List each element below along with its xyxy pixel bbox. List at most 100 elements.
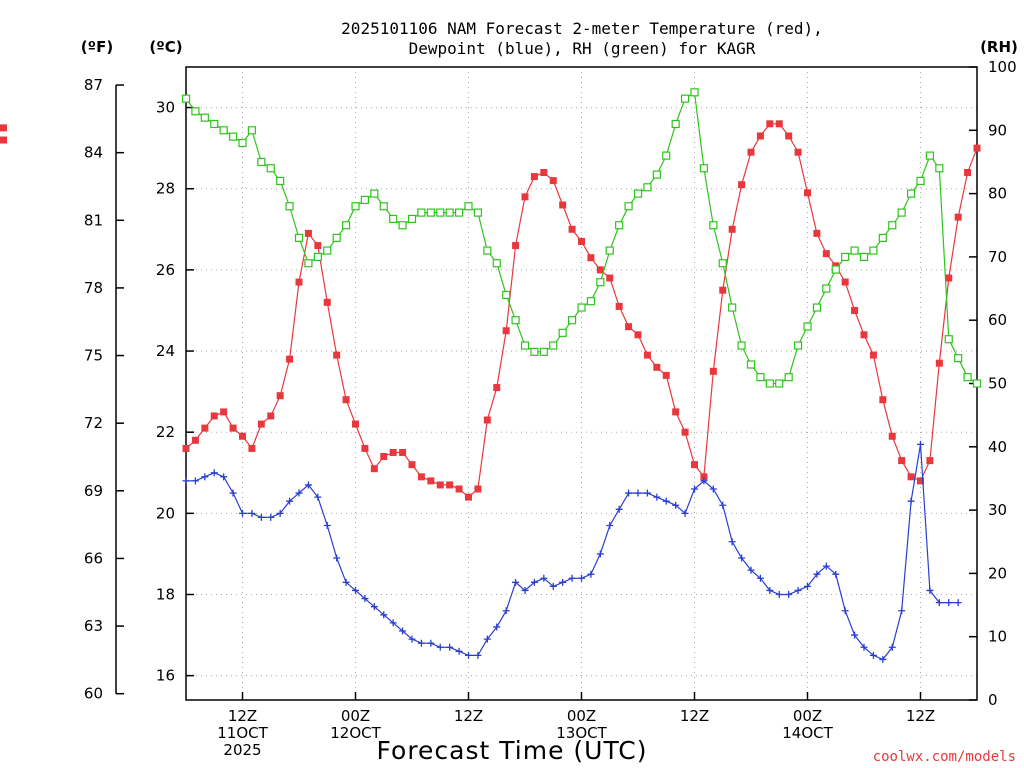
data-point xyxy=(267,412,275,420)
data-point xyxy=(191,436,199,444)
fahrenheit-tick-label: 75 xyxy=(84,347,103,365)
series-plus xyxy=(182,440,962,663)
data-point xyxy=(342,578,350,586)
data-point xyxy=(558,328,567,337)
data-point xyxy=(304,259,313,268)
data-point xyxy=(323,246,332,255)
data-point xyxy=(474,485,482,493)
data-point xyxy=(342,396,350,404)
data-point xyxy=(568,574,576,582)
rh-tick-label: 10 xyxy=(988,628,1007,646)
data-point xyxy=(408,635,416,643)
data-point xyxy=(859,252,869,261)
data-point xyxy=(521,586,529,594)
data-point xyxy=(916,176,925,186)
data-point xyxy=(182,477,190,485)
time-tick-label: 14OCT xyxy=(782,724,833,742)
data-point xyxy=(493,384,501,392)
data-point xyxy=(248,444,256,452)
data-point xyxy=(926,457,934,465)
data-point xyxy=(803,322,812,331)
rh-tick-label: 70 xyxy=(988,248,1007,266)
data-point xyxy=(860,643,868,651)
data-point xyxy=(605,246,614,255)
data-point xyxy=(662,371,670,379)
data-point xyxy=(399,448,407,456)
rh-tick-label: 20 xyxy=(988,564,1007,582)
data-point xyxy=(719,501,727,509)
data-point xyxy=(549,582,557,590)
grid-lines xyxy=(186,67,977,700)
data-point xyxy=(512,242,520,250)
data-point xyxy=(869,351,877,359)
data-point xyxy=(935,359,943,367)
data-point xyxy=(474,651,482,659)
data-point xyxy=(850,246,859,255)
celsius-axis-unit: (ºC) xyxy=(149,38,182,56)
data-point xyxy=(257,420,265,428)
data-point xyxy=(586,297,596,306)
data-point xyxy=(483,246,492,255)
data-point xyxy=(408,461,416,469)
data-point xyxy=(380,453,388,461)
data-point xyxy=(898,457,906,465)
data-point xyxy=(238,138,247,148)
rh-tick-label: 50 xyxy=(988,375,1007,393)
time-tick-label: 00Z xyxy=(793,707,822,725)
data-point xyxy=(925,151,935,160)
data-point xyxy=(492,259,501,268)
data-point xyxy=(606,522,614,530)
data-point xyxy=(746,360,756,369)
fahrenheit-tick-label: 69 xyxy=(84,482,103,500)
data-point xyxy=(332,233,341,243)
data-point xyxy=(559,578,567,586)
data-point xyxy=(718,259,727,268)
data-point xyxy=(512,578,520,586)
data-point xyxy=(239,432,246,440)
data-point xyxy=(888,221,897,230)
series-filled-square xyxy=(0,120,981,501)
data-point xyxy=(841,607,849,615)
rh-tick-label: 90 xyxy=(988,121,1007,139)
data-point xyxy=(417,639,425,647)
data-point xyxy=(822,562,830,570)
data-point xyxy=(917,477,924,485)
series-line xyxy=(186,444,959,661)
data-point xyxy=(333,554,341,562)
data-point xyxy=(361,595,369,603)
data-point xyxy=(182,444,190,452)
data-point xyxy=(633,189,643,198)
data-point xyxy=(257,157,266,167)
data-point xyxy=(483,416,491,424)
data-point xyxy=(606,274,614,282)
data-point xyxy=(314,493,322,501)
data-point xyxy=(370,603,378,611)
data-point xyxy=(333,351,341,359)
data-point xyxy=(549,341,558,350)
data-point xyxy=(898,607,906,615)
data-point xyxy=(454,208,464,217)
data-point xyxy=(427,477,435,485)
data-point xyxy=(201,473,209,481)
data-point xyxy=(765,379,774,388)
data-point xyxy=(785,591,793,598)
data-point xyxy=(972,379,982,388)
data-point xyxy=(248,509,256,517)
data-point xyxy=(813,570,821,578)
data-point xyxy=(446,643,454,651)
data-point xyxy=(201,424,209,432)
data-point xyxy=(662,497,670,505)
data-point xyxy=(399,627,407,635)
fahrenheit-tick-label: 72 xyxy=(84,414,103,432)
data-point xyxy=(728,303,737,312)
data-point xyxy=(257,513,265,521)
fahrenheit-tick-label: 84 xyxy=(84,144,103,162)
data-point xyxy=(784,373,793,382)
data-point xyxy=(473,208,483,217)
data-point xyxy=(737,341,746,350)
fahrenheit-tick-label: 66 xyxy=(84,549,103,567)
data-point xyxy=(341,221,351,230)
data-point xyxy=(389,214,398,224)
data-point xyxy=(888,643,896,651)
time-tick-label: 2025 xyxy=(223,741,261,759)
